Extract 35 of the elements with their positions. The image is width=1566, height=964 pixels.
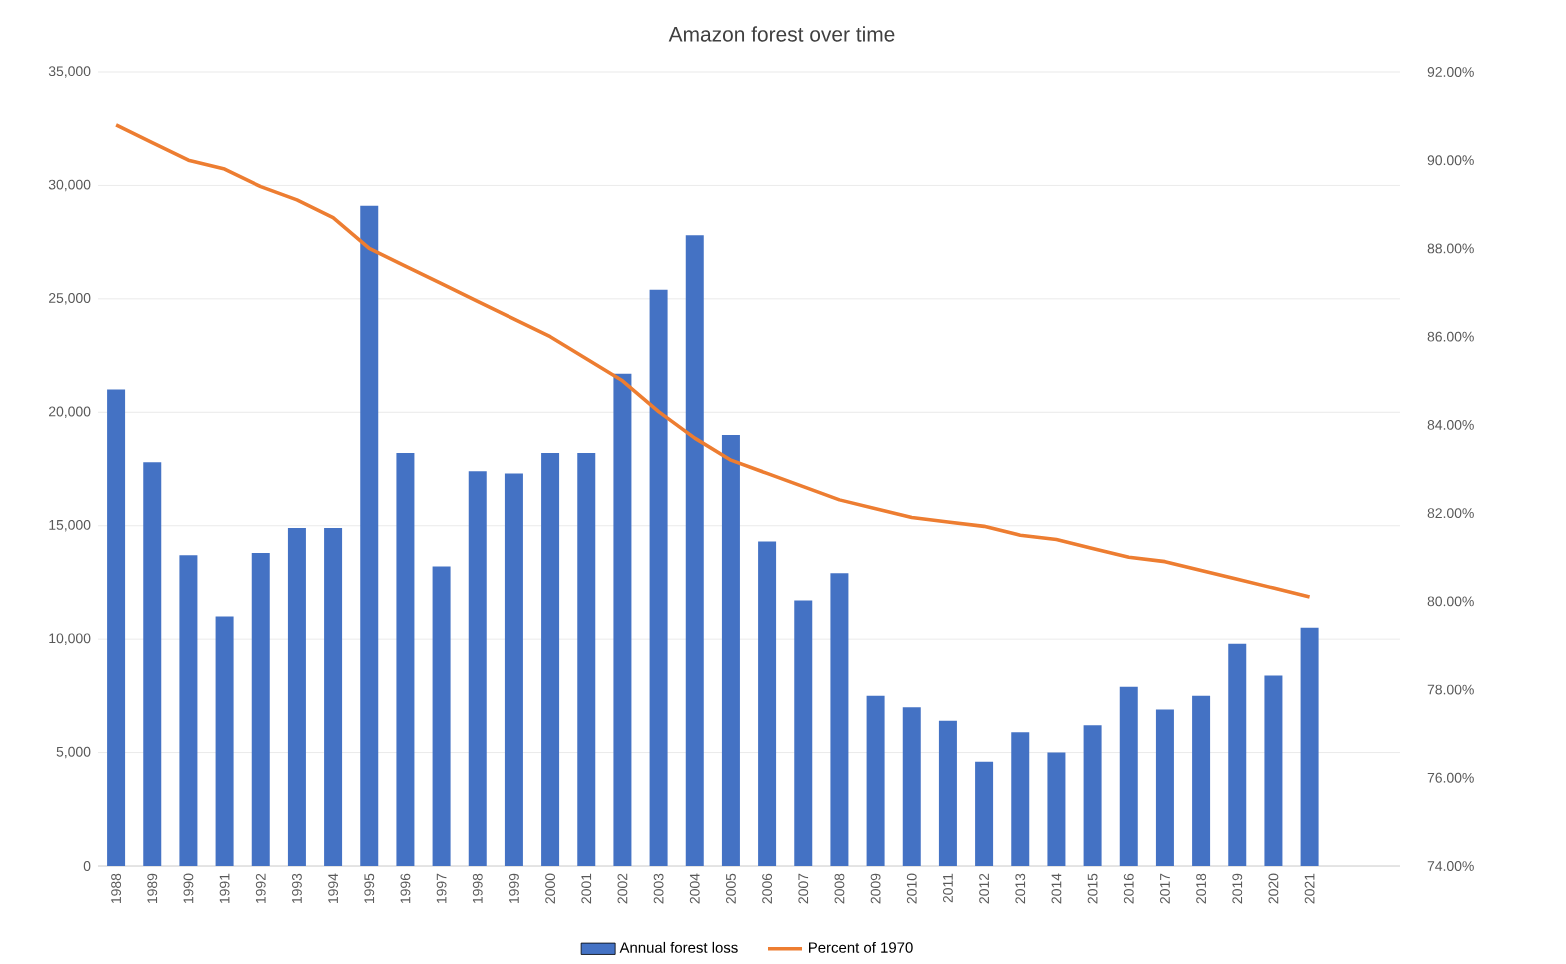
bar [179, 555, 198, 867]
bar [504, 473, 523, 867]
bar [794, 600, 813, 867]
chart-title: Amazon forest over time [668, 26, 895, 42]
bar [360, 206, 379, 867]
bar [1083, 725, 1102, 867]
bar [287, 528, 306, 867]
bar [143, 462, 162, 867]
bar [1228, 643, 1247, 867]
bar [1264, 675, 1283, 867]
bar [107, 389, 126, 867]
bar [541, 453, 560, 867]
bar [866, 696, 885, 867]
bar [1192, 696, 1211, 867]
bar [1155, 709, 1174, 867]
bar [975, 761, 994, 867]
bar [1047, 752, 1066, 867]
bar [468, 471, 487, 867]
bar [721, 435, 740, 867]
bar [758, 541, 777, 867]
bar [1011, 732, 1030, 867]
bar [938, 720, 957, 867]
bar [1300, 627, 1319, 867]
bar [649, 289, 668, 867]
bar [324, 528, 343, 867]
bar [685, 235, 704, 867]
bar [432, 566, 451, 867]
bar [396, 453, 415, 867]
bar [215, 616, 234, 867]
bar [577, 453, 596, 867]
bar [1119, 686, 1138, 867]
bar [830, 573, 849, 867]
bar [902, 707, 921, 867]
bar [251, 553, 270, 867]
bar [613, 373, 632, 867]
